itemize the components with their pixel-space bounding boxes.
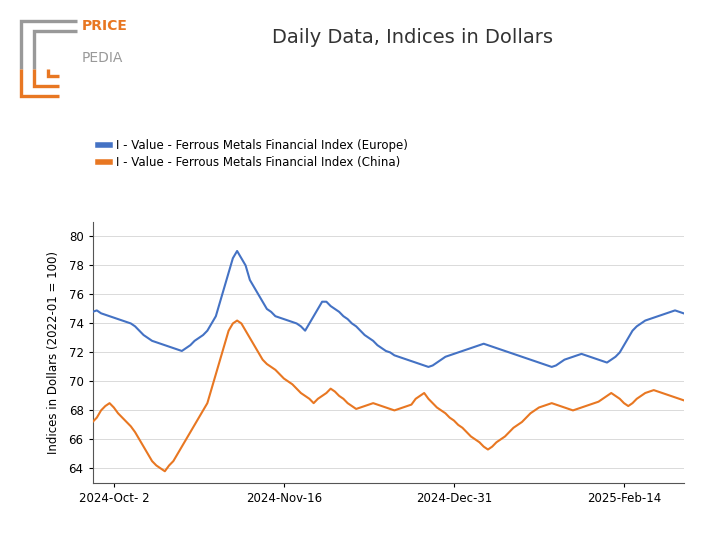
Text: Daily Data, Indices in Dollars: Daily Data, Indices in Dollars [273, 28, 553, 47]
Text: PRICE: PRICE [81, 19, 127, 33]
Legend: I - Value - Ferrous Metals Financial Index (Europe), I - Value - Ferrous Metals : I - Value - Ferrous Metals Financial Ind… [98, 139, 408, 169]
Text: PEDIA: PEDIA [81, 51, 123, 65]
Y-axis label: Indices in Dollars (2022-01 = 100): Indices in Dollars (2022-01 = 100) [47, 251, 61, 454]
